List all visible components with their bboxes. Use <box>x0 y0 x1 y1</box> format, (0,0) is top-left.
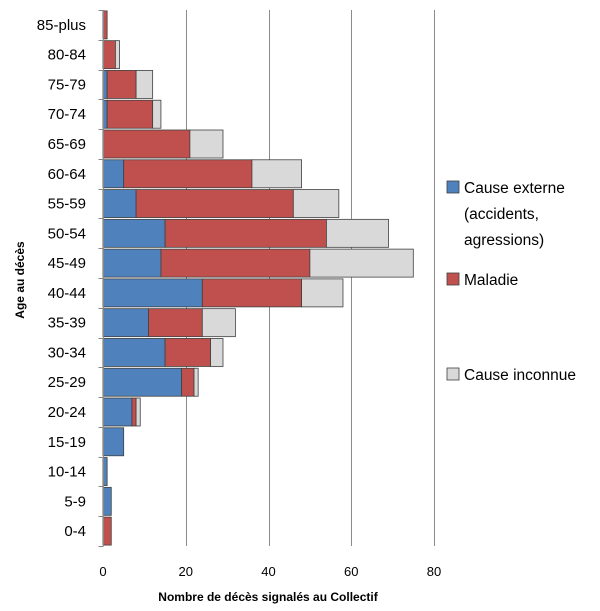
bar-20-24-series-2 <box>135 397 141 427</box>
bar-45-49-series-2 <box>309 248 414 278</box>
y-axis-title: Age au décès <box>13 241 27 319</box>
bar-80-84-series-1 <box>102 40 116 70</box>
gridlines <box>186 10 435 546</box>
bar-0-4-series-1 <box>102 516 112 546</box>
bar-70-74-series-1 <box>106 99 154 129</box>
legend-swatch-series-2 <box>446 367 460 381</box>
legend-label-line: agressions) <box>464 232 544 249</box>
bar-40-44-series-2 <box>301 278 344 308</box>
y-tick-label-15-19: 15-19 <box>48 434 86 451</box>
y-tick-label-50-54: 50-54 <box>48 225 86 242</box>
bar-25-29-series-1 <box>181 367 195 397</box>
bar-45-49-series-0 <box>102 248 162 278</box>
x-tick-label-40: 40 <box>261 564 275 579</box>
bar-35-39-series-1 <box>148 308 203 338</box>
bar-25-29-series-0 <box>102 367 183 397</box>
bar-5-9-series-0 <box>102 486 112 516</box>
axes <box>98 10 104 547</box>
y-tick-label-20-24: 20-24 <box>48 404 86 421</box>
y-tick-label-10-14: 10-14 <box>48 464 86 481</box>
y-tick-label-30-34: 30-34 <box>48 344 86 361</box>
bar-80-84-series-2 <box>115 40 120 70</box>
bar-40-44-series-0 <box>102 278 203 308</box>
y-tick-label-55-59: 55-59 <box>48 196 86 213</box>
legend-swatch-series-0 <box>446 180 460 194</box>
bar-30-34-series-0 <box>102 338 166 367</box>
y-tick-label-40-44: 40-44 <box>48 285 86 302</box>
bar-60-64-series-2 <box>251 159 302 189</box>
bar-35-39-series-2 <box>201 308 236 338</box>
legend-label-series-0: Cause externe (accidents, agressions) <box>464 180 565 249</box>
bar-65-69-series-1 <box>102 129 191 159</box>
legend-label-line: (accidents, <box>464 206 539 223</box>
bar-50-54-series-0 <box>102 218 166 248</box>
x-tick-label-60: 60 <box>344 564 358 579</box>
x-tick-label-0: 0 <box>99 564 106 579</box>
legend-label-series-1: Maladie <box>464 272 518 289</box>
legend: Cause externe (accidents, agressions) Malad… <box>446 180 576 384</box>
bar-60-64-series-0 <box>102 159 125 189</box>
y-tick-label-75-79: 75-79 <box>48 76 86 93</box>
legend-swatch-series-1 <box>446 272 460 286</box>
y-tick-label-25-29: 25-29 <box>48 374 86 391</box>
bar-55-59-series-1 <box>135 189 294 218</box>
legend-label-line: Cause inconnue <box>464 367 576 384</box>
y-tick-label-60-64: 60-64 <box>48 166 86 183</box>
bar-45-49-series-1 <box>160 248 311 278</box>
bar-25-29-series-2 <box>193 367 199 397</box>
y-tick-label-5-9: 5-9 <box>64 493 86 510</box>
y-tick-label-0-4: 0-4 <box>64 523 86 540</box>
bar-30-34-series-2 <box>210 338 224 367</box>
bar-60-64-series-1 <box>123 159 253 189</box>
tick-labels: 0-4 5-9 10-14 15-19 20-24 25-29 30-34 35-39 40-4… <box>37 17 441 579</box>
y-tick-label-35-39: 35-39 <box>48 315 86 332</box>
y-tick-label-80-84: 80-84 <box>48 47 86 64</box>
y-tick-label-85-plus: 85-plus <box>37 17 86 34</box>
y-tick-label-65-69: 65-69 <box>48 136 86 153</box>
bar-15-19-series-0 <box>102 427 125 457</box>
bars <box>102 10 414 546</box>
legend-label-line: Cause externe <box>464 180 565 197</box>
legend-label-series-2: Cause inconnue <box>464 367 576 384</box>
bar-55-59-series-2 <box>292 189 340 218</box>
bar-20-24-series-0 <box>102 397 133 427</box>
bar-50-54-series-1 <box>164 218 327 248</box>
bar-20-24-series-1 <box>131 397 137 427</box>
bar-35-39-series-0 <box>102 308 149 338</box>
legend-label-line: Maladie <box>464 272 518 289</box>
x-tick-label-20: 20 <box>179 564 193 579</box>
bar-65-69-series-2 <box>189 129 224 159</box>
bar-75-79-series-1 <box>106 70 137 99</box>
bar-55-59-series-0 <box>102 189 137 218</box>
x-axis-title: Nombre de décès signalés au Collectif <box>158 590 378 604</box>
bar-50-54-series-2 <box>326 218 389 248</box>
y-tick-label-70-74: 70-74 <box>48 106 86 123</box>
x-tick-label-80: 80 <box>427 564 441 579</box>
bar-75-79-series-2 <box>135 70 154 99</box>
bar-30-34-series-1 <box>164 338 211 367</box>
bar-70-74-series-2 <box>152 99 162 129</box>
y-tick-label-45-49: 45-49 <box>48 255 86 272</box>
bar-40-44-series-1 <box>201 278 303 308</box>
